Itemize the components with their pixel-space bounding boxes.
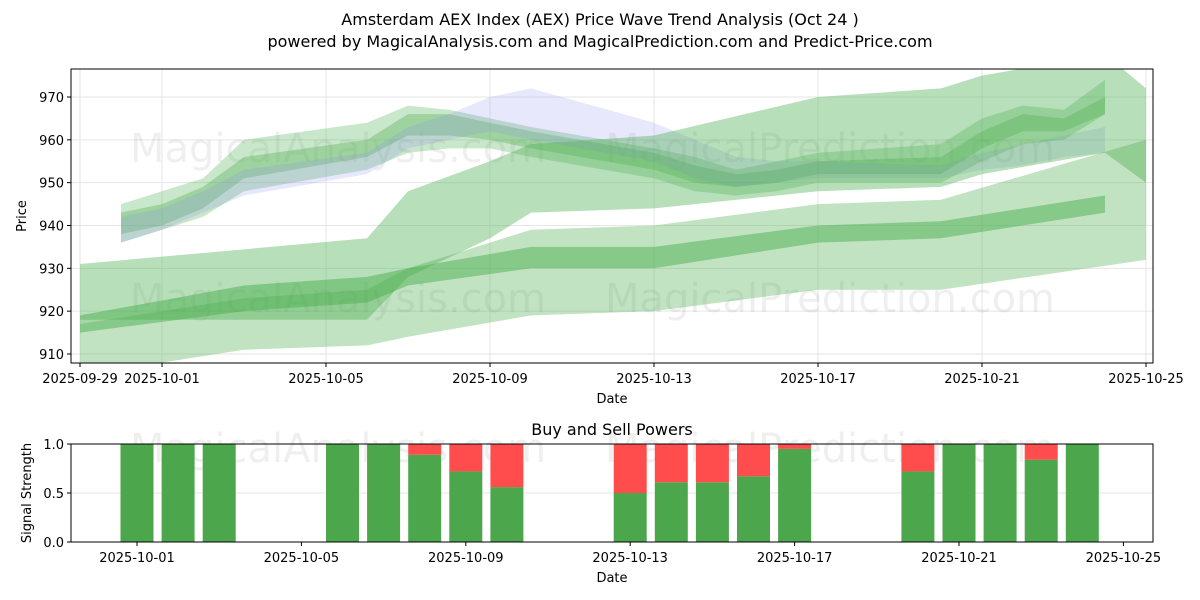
buy-bar (983, 444, 1017, 542)
buy-bar (449, 471, 483, 542)
signal-x-tick-label: 2025-10-21 (921, 551, 997, 566)
buy-bar (1024, 459, 1058, 542)
price-x-tick-label: 2025-10-17 (780, 372, 856, 387)
price-y-tick-label: 910 (39, 348, 64, 363)
signal-y-axis-label: Signal Strength (20, 443, 35, 543)
sell-bar (613, 444, 647, 493)
price-x-tick-label: 2025-10-13 (616, 372, 692, 387)
price-y-axis-label: Price (15, 200, 30, 232)
price-x-tick-label: 2025-10-25 (1108, 372, 1184, 387)
signal-x-ticks: 2025-10-01 2025-10-05 2025-10-09 2025-10-13… (99, 542, 1161, 566)
watermark-prediction-top: MagicalPrediction.com (605, 126, 1055, 172)
price-x-ticks: 2025-09-29 2025-10-01 2025-10-05 2025-10-09… (42, 363, 1184, 387)
price-axes-frame (70, 68, 1154, 364)
buy-bar (326, 444, 359, 542)
wave-lower-1-band (80, 195, 1105, 333)
sell-bar (737, 444, 770, 477)
price-x-tick-label: 2025-09-29 (42, 372, 118, 387)
sell-bar (778, 444, 812, 449)
watermark-prediction-mid: MagicalPrediction.com (605, 276, 1055, 322)
buy-bar (408, 454, 442, 542)
price-y-tick-label: 960 (39, 134, 64, 149)
buy-bar (901, 471, 935, 542)
sell-bar (408, 444, 442, 455)
price-x-tick-label: 2025-10-01 (124, 372, 200, 387)
wave-upper-1-band (121, 79, 1105, 243)
buy-sell-chart: Buy and Sell Powers MagicalAnalysis.com … (20, 420, 1161, 586)
price-grid (71, 69, 1153, 363)
price-x-tick-label: 2025-10-21 (944, 372, 1020, 387)
price-y-tick-label: 930 (39, 262, 64, 277)
price-y-tick-label: 970 (39, 91, 64, 106)
buy-bar (161, 444, 195, 542)
signal-y-tick-label: 0.5 (43, 487, 64, 502)
wave-lower-2-band (80, 139, 1146, 363)
buy-bar (120, 444, 154, 542)
signal-y-ticks: 0.0 0.5 1.0 (43, 438, 71, 551)
sell-bar (901, 444, 935, 472)
buy-bar (654, 482, 688, 542)
watermark-analysis-top: MagicalAnalysis.com (130, 126, 546, 172)
signal-x-tick-label: 2025-10-17 (757, 551, 833, 566)
chart-title: Amsterdam AEX Index (AEX) Price Wave Tre… (341, 10, 859, 29)
buy-bar (942, 444, 976, 542)
buy-sell-title: Buy and Sell Powers (531, 420, 693, 439)
wave-upper-blue-band (121, 88, 1105, 243)
buy-bar (778, 448, 812, 542)
signal-x-tick-label: 2025-10-09 (428, 551, 504, 566)
wave-upper-2-band (121, 97, 1105, 235)
buy-bar (695, 482, 729, 542)
price-wave-chart: MagicalAnalysis.com MagicalPrediction.co… (15, 68, 1184, 407)
sell-bar (654, 444, 688, 483)
price-y-ticks: 910 920 930 940 950 960 970 (39, 91, 71, 363)
sell-bar (695, 444, 729, 483)
price-x-tick-label: 2025-10-05 (288, 372, 364, 387)
signal-x-tick-label: 2025-10-01 (99, 551, 175, 566)
buy-bar (490, 487, 524, 542)
price-x-tick-label: 2025-10-09 (452, 372, 528, 387)
price-x-axis-label: Date (596, 392, 627, 407)
buy-bar (1065, 444, 1099, 542)
signal-y-tick-label: 0.0 (43, 536, 64, 551)
sell-bar (490, 444, 524, 488)
wave-mid-band (80, 69, 1146, 320)
sell-bar (449, 444, 483, 472)
price-y-tick-label: 920 (39, 305, 64, 320)
buy-bar (367, 444, 401, 542)
buy-bar (613, 493, 647, 542)
signal-x-tick-label: 2025-10-05 (264, 551, 340, 566)
chart-subtitle: powered by MagicalAnalysis.com and Magic… (267, 32, 933, 51)
signal-x-axis-label: Date (596, 571, 627, 586)
price-bands (80, 69, 1146, 363)
buy-bar (737, 476, 770, 542)
sell-bar (1024, 444, 1058, 460)
signal-bars (120, 444, 1099, 542)
signal-y-tick-label: 1.0 (43, 438, 64, 453)
price-y-tick-label: 950 (39, 177, 64, 192)
signal-x-tick-label: 2025-10-13 (592, 551, 668, 566)
price-y-tick-label: 940 (39, 219, 64, 234)
signal-x-tick-label: 2025-10-25 (1086, 551, 1162, 566)
buy-bar (202, 444, 236, 542)
